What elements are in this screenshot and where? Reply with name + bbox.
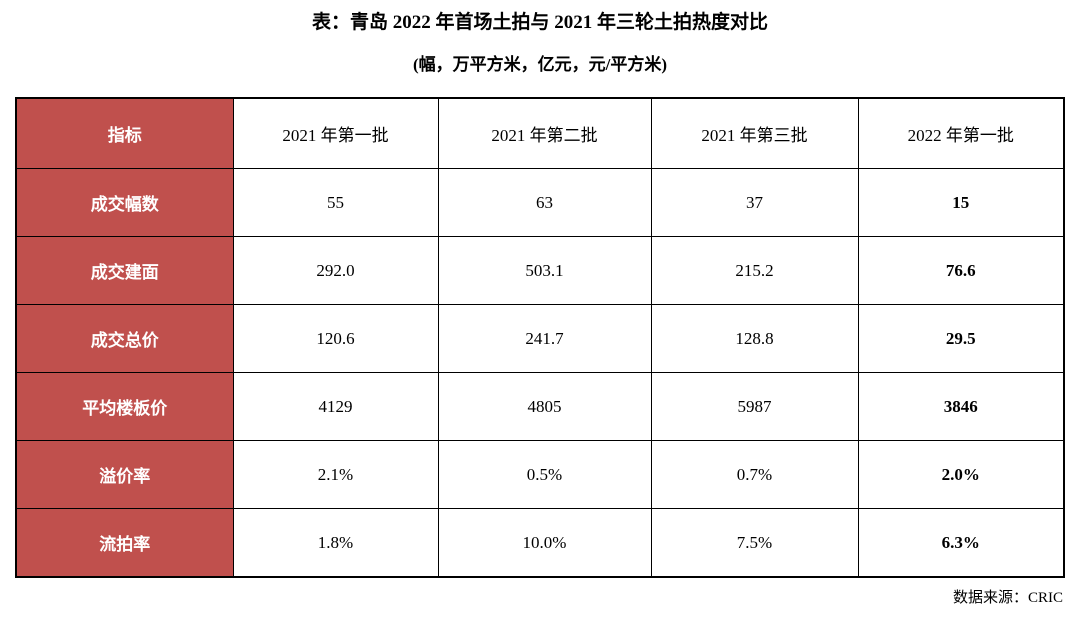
data-cell: 4805 <box>437 372 652 441</box>
table-subtitle: (幅，万平方米，亿元，元/平方米) <box>412 55 668 74</box>
data-cell: 63 <box>437 168 652 237</box>
data-cell: 6.3% <box>857 508 1065 578</box>
table-row: 成交幅数 55 63 37 15 <box>15 168 1065 237</box>
data-cell: 4129 <box>232 372 439 441</box>
row-label-cell: 溢价率 <box>15 440 234 509</box>
header-row: 指标 2021 年第一批 2021 年第二批 2021 年第三批 2022 年第一批 <box>15 97 1065 169</box>
table-body: 成交幅数 55 63 37 15 成交建面 292.0 503.1 215.2 76.6 成交总价 1… <box>15 168 1065 578</box>
data-cell: 5987 <box>650 372 859 441</box>
row-label-cell: 成交幅数 <box>15 168 234 237</box>
data-cell: 7.5% <box>650 508 859 578</box>
data-cell: 503.1 <box>437 236 652 305</box>
data-cell: 1.8% <box>232 508 439 578</box>
table-row: 平均楼板价 4129 4805 5987 3846 <box>15 372 1065 441</box>
land-auction-table: 指标 2021 年第一批 2021 年第二批 2021 年第三批 2022 年第一批 成… <box>15 97 1065 578</box>
row-label-cell: 流拍率 <box>15 508 234 578</box>
data-cell: 3846 <box>857 372 1065 441</box>
data-cell: 241.7 <box>437 304 652 373</box>
data-cell: 15 <box>857 168 1065 237</box>
header-cell: 2021 年第三批 <box>650 97 859 169</box>
data-cell: 215.2 <box>650 236 859 305</box>
table-row: 流拍率 1.8% 10.0% 7.5% 6.3% <box>15 508 1065 578</box>
data-cell: 128.8 <box>650 304 859 373</box>
data-cell: 2.1% <box>232 440 439 509</box>
data-cell: 0.5% <box>437 440 652 509</box>
row-label-cell: 平均楼板价 <box>15 372 234 441</box>
table-row: 成交建面 292.0 503.1 215.2 76.6 <box>15 236 1065 305</box>
header-cell: 2021 年第二批 <box>437 97 652 169</box>
data-cell: 120.6 <box>232 304 439 373</box>
data-cell: 29.5 <box>857 304 1065 373</box>
header-cell: 2022 年第一批 <box>857 97 1065 169</box>
data-cell: 0.7% <box>650 440 859 509</box>
row-label-cell: 成交总价 <box>15 304 234 373</box>
data-cell: 292.0 <box>232 236 439 305</box>
header-cell-indicator: 指标 <box>15 97 234 169</box>
table-row: 成交总价 120.6 241.7 128.8 29.5 <box>15 304 1065 373</box>
table-row: 溢价率 2.1% 0.5% 0.7% 2.0% <box>15 440 1065 509</box>
table-title: 表：青岛 2022 年首场土拍与 2021 年三轮土拍热度对比 <box>311 12 768 33</box>
row-label-cell: 成交建面 <box>15 236 234 305</box>
data-cell: 76.6 <box>857 236 1065 305</box>
data-cell: 2.0% <box>857 440 1065 509</box>
data-source-note: 数据来源：CRIC <box>952 590 1063 606</box>
header-cell: 2021 年第一批 <box>232 97 439 169</box>
data-cell: 55 <box>232 168 439 237</box>
data-cell: 37 <box>650 168 859 237</box>
table-header: 指标 2021 年第一批 2021 年第二批 2021 年第三批 2022 年第一批 <box>15 97 1065 169</box>
data-cell: 10.0% <box>437 508 652 578</box>
